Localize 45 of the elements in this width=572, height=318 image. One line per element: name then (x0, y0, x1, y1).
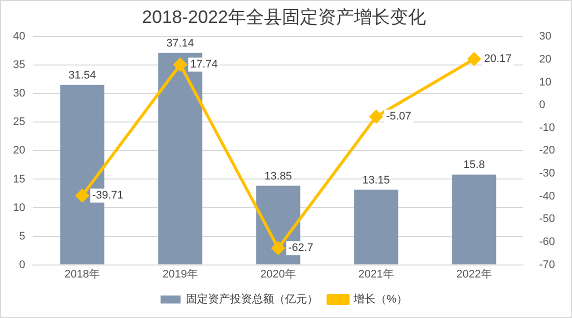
data-label: 15.8 (463, 159, 485, 172)
y-tick-label: 0 (19, 258, 26, 271)
y2-tick-label: -10 (539, 122, 556, 134)
chart-title: 2018-2022年全县固定资产增长变化 (142, 6, 426, 27)
bar (354, 190, 398, 264)
legend-label: 固定资产投资总额（亿元） (186, 292, 318, 306)
point (370, 110, 383, 124)
y-tick-label: 20 (12, 144, 26, 157)
y2-tick-label: -20 (539, 144, 556, 157)
y2-tick-label: -60 (539, 236, 556, 248)
x-tick-label: 2022年 (456, 268, 492, 280)
y-tick-label: 5 (19, 230, 26, 242)
y2-tick-label: -70 (539, 258, 556, 271)
y2-tick-label: -30 (539, 168, 556, 180)
y-tick-label: 35 (12, 59, 26, 72)
y-tick-label: 10 (12, 202, 26, 214)
point (468, 52, 481, 66)
point (272, 242, 285, 255)
y-tick-label: 25 (12, 116, 26, 128)
data-label: -39.71 (92, 190, 124, 202)
data-label: 13.15 (362, 174, 390, 186)
x-tick-label: 2018年 (64, 268, 100, 280)
data-label: 17.74 (190, 58, 218, 71)
y2-tick-label: 0 (539, 99, 546, 112)
y-tick-label: 15 (12, 173, 26, 186)
y-tick-label: 30 (12, 88, 26, 100)
y2-tick-label: 30 (539, 30, 552, 43)
x-tick-label: 2020年 (260, 268, 296, 280)
y2-tick-label: -40 (539, 190, 556, 202)
y2-tick-label: -50 (539, 213, 556, 226)
data-label: 13.85 (264, 170, 292, 182)
x-tick-label: 2019年 (162, 268, 198, 280)
point (174, 58, 187, 72)
data-label: 31.54 (68, 69, 96, 82)
legend-label: 增长（%） (352, 292, 408, 306)
x-tick-label: 2021年 (358, 268, 394, 280)
data-label: 37.14 (166, 37, 194, 50)
data-label: -62.7 (288, 242, 314, 254)
bar (452, 174, 496, 264)
y2-tick-label: 20 (539, 53, 552, 66)
y2-tick-label: 10 (539, 76, 552, 88)
y-tick-label: 40 (12, 30, 26, 43)
data-label: -5.07 (386, 110, 412, 123)
data-label: 20.17 (484, 53, 512, 66)
point (76, 189, 89, 202)
